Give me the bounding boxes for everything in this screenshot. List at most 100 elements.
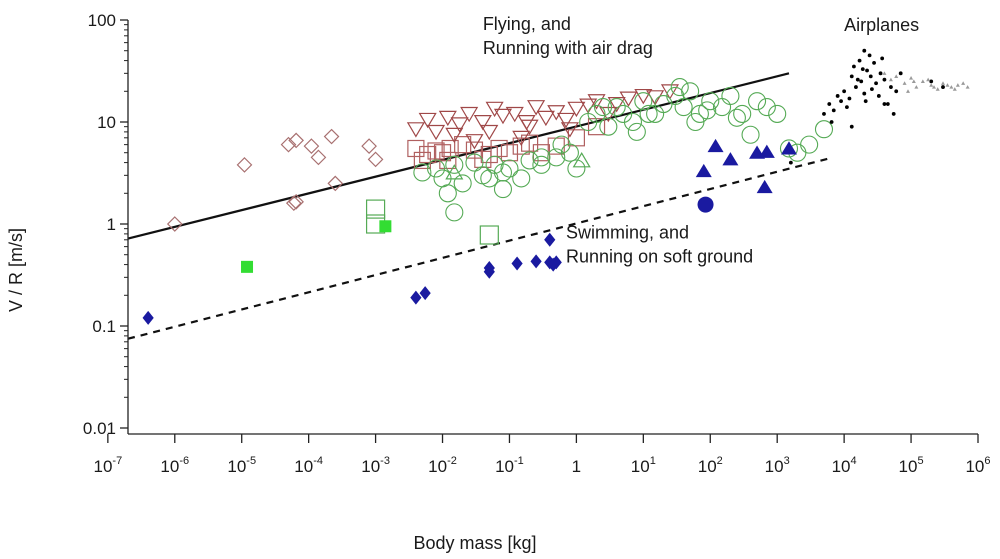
triangle-up-open-point bbox=[572, 152, 591, 168]
circle-open-point bbox=[493, 180, 513, 199]
square-open-point bbox=[474, 150, 492, 168]
annotations: Flying, and Running with air drag Swimming… bbox=[483, 14, 919, 267]
x-tick-label: 10-2 bbox=[428, 455, 457, 476]
airplane-point-small bbox=[929, 83, 934, 87]
airplane-point bbox=[876, 94, 881, 98]
circle-open-point bbox=[779, 139, 799, 158]
airplane-point bbox=[845, 105, 849, 109]
airplane-point-small bbox=[911, 79, 916, 84]
airplane-point-small bbox=[941, 81, 946, 85]
square-open-point bbox=[413, 151, 431, 170]
triangle-down-open-point bbox=[505, 106, 524, 123]
airplane-point bbox=[891, 112, 896, 116]
triangle-down-open-point bbox=[493, 108, 513, 125]
square-open-point bbox=[454, 136, 472, 154]
triangle-down-open-point bbox=[619, 91, 638, 107]
airplane-point bbox=[882, 77, 887, 82]
triangle-down-open-point bbox=[426, 124, 446, 141]
airplane-point bbox=[880, 56, 885, 61]
diamond-open-point bbox=[236, 157, 253, 173]
triangle-up-filled-point bbox=[758, 144, 775, 158]
airplane-point bbox=[867, 53, 872, 58]
diamond-open-point bbox=[327, 175, 344, 192]
square-filled-point bbox=[241, 260, 254, 273]
square-open-point bbox=[500, 144, 519, 162]
airplane-point bbox=[929, 79, 934, 84]
data-points bbox=[142, 48, 970, 325]
square-open-point bbox=[521, 134, 539, 152]
swimming-fit-line bbox=[127, 157, 830, 340]
triangle-down-open-point bbox=[556, 112, 576, 129]
triangle-down-open-point bbox=[406, 122, 425, 138]
triangle-down-open-point bbox=[579, 98, 598, 114]
airplane-point bbox=[831, 108, 836, 113]
airplane-point-small bbox=[945, 83, 950, 87]
diamond-filled-point bbox=[544, 232, 556, 247]
diamond-open-point bbox=[166, 216, 183, 232]
circle-open-point bbox=[480, 169, 499, 188]
circle-open-point bbox=[639, 104, 658, 123]
airplane-point-small bbox=[961, 81, 966, 85]
airplane-point bbox=[855, 77, 860, 82]
airplane-point-small bbox=[902, 81, 907, 85]
circle-open-point bbox=[686, 112, 705, 132]
triangle-down-open-point bbox=[450, 117, 469, 133]
square-open-point bbox=[365, 199, 386, 219]
x-tick-label: 1 bbox=[572, 457, 581, 476]
circle-open-point bbox=[757, 98, 776, 117]
airplane-point bbox=[885, 102, 890, 106]
airplane-point bbox=[835, 94, 840, 98]
circle-open-point bbox=[512, 169, 531, 188]
triangle-down-open-point bbox=[660, 84, 680, 100]
circle-open-point bbox=[627, 122, 646, 141]
triangle-down-open-point bbox=[460, 106, 479, 123]
diamond-open-point bbox=[323, 128, 340, 145]
square-open-point bbox=[441, 139, 459, 158]
diamond-filled-point bbox=[410, 290, 422, 305]
y-tick-label: 0.01 bbox=[83, 419, 116, 438]
y-tick-label: 100 bbox=[88, 11, 116, 30]
x-tick-label: 102 bbox=[698, 455, 723, 476]
circle-open-point bbox=[413, 163, 432, 182]
circle-open-point bbox=[547, 148, 566, 167]
diamond-open-point bbox=[367, 151, 384, 168]
x-tick-label: 101 bbox=[631, 455, 656, 476]
airplane-point bbox=[857, 58, 862, 63]
triangle-down-open-point bbox=[418, 112, 437, 129]
airplane-point bbox=[865, 68, 869, 73]
annotation-text: Swimming, and bbox=[566, 223, 689, 243]
circle-open-point bbox=[800, 135, 819, 154]
diamond-filled-point bbox=[530, 254, 542, 269]
circle-open-point bbox=[727, 108, 746, 127]
axes: 0.01 0.1 1 10 100 10-7 10-6 10-5 10-4 10-3 10-2 10-… bbox=[83, 11, 991, 476]
diamond-filled-point bbox=[483, 261, 495, 276]
airplane-point bbox=[889, 85, 893, 89]
airplane-point bbox=[898, 71, 903, 76]
airplane-point bbox=[788, 160, 793, 165]
triangle-up-filled-point bbox=[695, 163, 712, 178]
triangle-down-open-point bbox=[473, 114, 492, 131]
airplane-point-small bbox=[920, 79, 925, 84]
triangle-up-filled-point bbox=[707, 138, 724, 153]
circle-open-point bbox=[599, 117, 618, 136]
x-tick-label: 10-6 bbox=[160, 455, 189, 476]
airplane-point bbox=[854, 85, 858, 89]
airplane-point bbox=[829, 120, 834, 124]
circle-open-point bbox=[552, 135, 571, 154]
airplane-point-small bbox=[894, 74, 899, 78]
circle-open-point bbox=[721, 86, 740, 106]
circle-filled-point bbox=[697, 196, 714, 213]
triangle-up-open-point bbox=[445, 164, 464, 180]
square-open-point bbox=[407, 139, 425, 158]
diamond-open-point bbox=[288, 193, 304, 210]
circle-open-point bbox=[623, 112, 643, 132]
fit-lines bbox=[127, 72, 830, 340]
circle-open-point bbox=[634, 92, 653, 111]
circle-open-point bbox=[445, 203, 464, 222]
square-open-point bbox=[479, 225, 499, 245]
triangle-up-filled-point bbox=[756, 179, 773, 194]
airplane-point-small bbox=[926, 77, 931, 82]
airplane-point bbox=[862, 91, 867, 96]
x-tick-label: 10-4 bbox=[294, 455, 323, 476]
square-open-point bbox=[480, 145, 498, 164]
